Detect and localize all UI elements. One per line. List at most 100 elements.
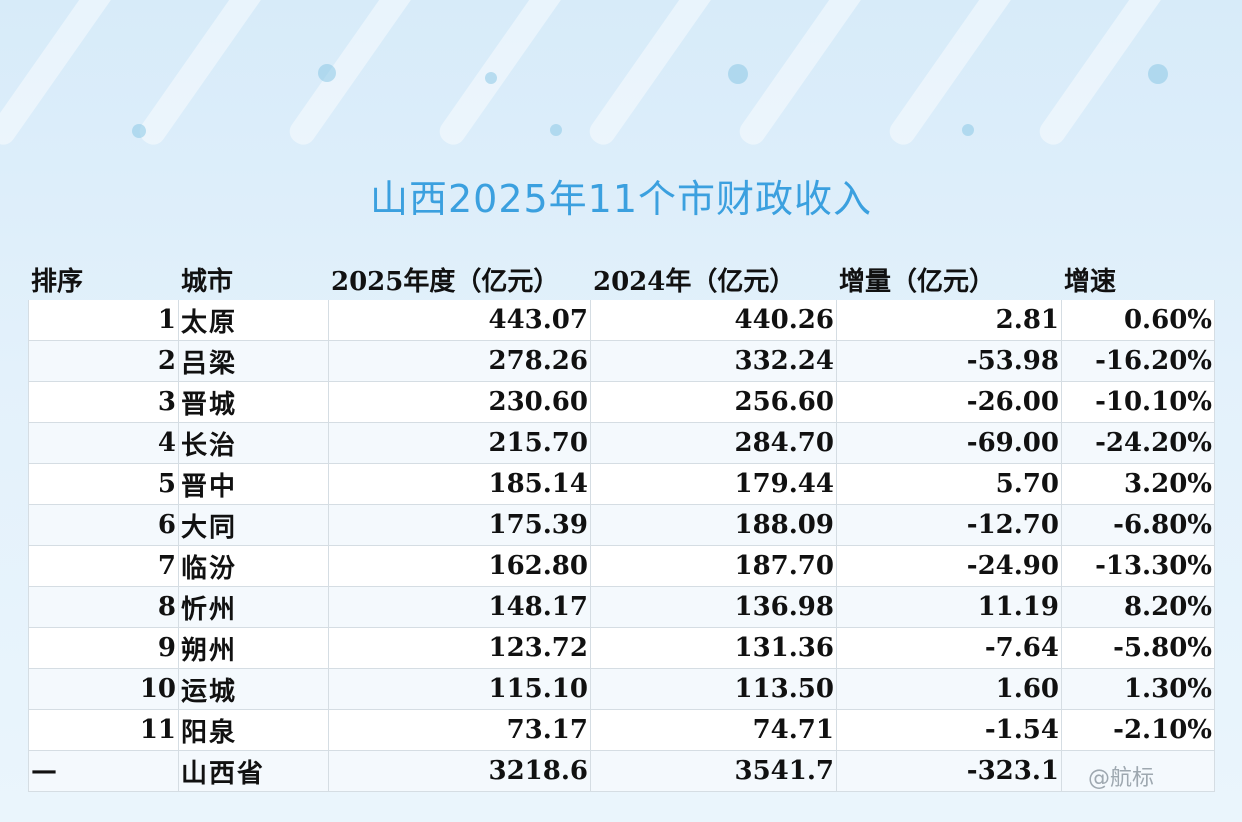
value-2025-cell: 443.07 <box>328 299 591 341</box>
value-2025-cell: 3218.6 <box>328 750 591 792</box>
delta-cell: 5.70 <box>836 463 1062 505</box>
growth-cell: 8.20% <box>1061 586 1215 628</box>
rank-cell: 6 <box>28 504 179 546</box>
growth-cell: -5.80% <box>1061 627 1215 669</box>
watermark: @航标 <box>1088 766 1155 791</box>
rank-cell: 5 <box>28 463 179 505</box>
value-2025-cell: 215.70 <box>328 422 591 464</box>
city-cell: 运城 <box>178 668 329 710</box>
background-dot <box>132 124 146 138</box>
rank-cell: 9 <box>28 627 179 669</box>
value-2025-cell: 175.39 <box>328 504 591 546</box>
value-2025-cell: 278.26 <box>328 340 591 382</box>
revenue-table: 排序 城市 2025年度（亿元） 2024年（亿元） 增量（亿元） 增速 1 太原… <box>28 258 1215 792</box>
table-total-row: — 山西省 3218.6 3541.7 -323.1 <box>28 750 1215 792</box>
value-2024-cell: 187.70 <box>590 545 837 587</box>
background-dot <box>962 124 974 136</box>
table-row: 1 太原 443.07 440.26 2.81 0.60% <box>28 299 1215 341</box>
background-dot <box>728 64 748 84</box>
value-2024-cell: 256.60 <box>590 381 837 423</box>
table-row: 4 长治 215.70 284.70 -69.00 -24.20% <box>28 422 1215 464</box>
city-cell: 忻州 <box>178 586 329 628</box>
background-stripe <box>0 0 122 150</box>
value-2025-cell: 148.17 <box>328 586 591 628</box>
delta-cell: -69.00 <box>836 422 1062 464</box>
rank-cell: 2 <box>28 340 179 382</box>
header-2024: 2024年（亿元） <box>593 266 796 297</box>
delta-cell: -53.98 <box>836 340 1062 382</box>
background-dot <box>485 72 497 84</box>
table-row: 11 阳泉 73.17 74.71 -1.54 -2.10% <box>28 709 1215 751</box>
delta-cell: -12.70 <box>836 504 1062 546</box>
growth-cell: -13.30% <box>1061 545 1215 587</box>
delta-cell: 11.19 <box>836 586 1062 628</box>
growth-cell: -10.10% <box>1061 381 1215 423</box>
growth-cell: -6.80% <box>1061 504 1215 546</box>
header-rank: 排序 <box>31 266 84 297</box>
delta-cell: 1.60 <box>836 668 1062 710</box>
rank-cell: 1 <box>28 299 179 341</box>
header-delta: 增量（亿元） <box>839 266 996 297</box>
growth-cell: 0.60% <box>1061 299 1215 341</box>
value-2025-cell: 115.10 <box>328 668 591 710</box>
rank-cell: 4 <box>28 422 179 464</box>
background-stripe <box>584 0 722 150</box>
value-2024-cell: 74.71 <box>590 709 837 751</box>
delta-cell: -24.90 <box>836 545 1062 587</box>
header-growth: 增速 <box>1064 266 1117 297</box>
city-cell: 朔州 <box>178 627 329 669</box>
growth-cell <box>1061 750 1215 792</box>
delta-cell: 2.81 <box>836 299 1062 341</box>
city-cell: 太原 <box>178 299 329 341</box>
table-row: 8 忻州 148.17 136.98 11.19 8.20% <box>28 586 1215 628</box>
header-2025: 2025年度（亿元） <box>331 266 560 297</box>
growth-cell: -24.20% <box>1061 422 1215 464</box>
city-cell: 临汾 <box>178 545 329 587</box>
value-2024-cell: 332.24 <box>590 340 837 382</box>
value-2024-cell: 136.98 <box>590 586 837 628</box>
city-cell: 长治 <box>178 422 329 464</box>
city-cell: 晋中 <box>178 463 329 505</box>
city-cell: 晋城 <box>178 381 329 423</box>
rank-cell: 3 <box>28 381 179 423</box>
value-2025-cell: 162.80 <box>328 545 591 587</box>
table-row: 3 晋城 230.60 256.60 -26.00 -10.10% <box>28 381 1215 423</box>
value-2025-cell: 73.17 <box>328 709 591 751</box>
value-2024-cell: 179.44 <box>590 463 837 505</box>
table-row: 7 临汾 162.80 187.70 -24.90 -13.30% <box>28 545 1215 587</box>
value-2024-cell: 440.26 <box>590 299 837 341</box>
delta-cell: -1.54 <box>836 709 1062 751</box>
city-cell: 吕梁 <box>178 340 329 382</box>
city-cell: 山西省 <box>178 750 329 792</box>
value-2024-cell: 284.70 <box>590 422 837 464</box>
rank-cell: 11 <box>28 709 179 751</box>
value-2024-cell: 3541.7 <box>590 750 837 792</box>
header-city: 城市 <box>181 266 234 297</box>
background-dot <box>1148 64 1168 84</box>
city-cell: 阳泉 <box>178 709 329 751</box>
growth-cell: 1.30% <box>1061 668 1215 710</box>
value-2025-cell: 185.14 <box>328 463 591 505</box>
growth-cell: 3.20% <box>1061 463 1215 505</box>
chart-title: 山西2025年11个市财政收入 <box>369 177 873 221</box>
value-2024-cell: 113.50 <box>590 668 837 710</box>
rank-cell: 10 <box>28 668 179 710</box>
growth-cell: -16.20% <box>1061 340 1215 382</box>
table-header-row: 排序 城市 2025年度（亿元） 2024年（亿元） 增量（亿元） 增速 <box>29 259 1215 300</box>
table-row: 10 运城 115.10 113.50 1.60 1.30% <box>28 668 1215 710</box>
delta-cell: -7.64 <box>836 627 1062 669</box>
background-dot <box>550 124 562 136</box>
delta-cell: -323.1 <box>836 750 1062 792</box>
table-row: 5 晋中 185.14 179.44 5.70 3.20% <box>28 463 1215 505</box>
background-stripe <box>734 0 872 150</box>
value-2025-cell: 123.72 <box>328 627 591 669</box>
background-stripe <box>884 0 1022 150</box>
value-2024-cell: 131.36 <box>590 627 837 669</box>
value-2025-cell: 230.60 <box>328 381 591 423</box>
background-dot <box>318 64 336 82</box>
rank-cell: 7 <box>28 545 179 587</box>
growth-cell: -2.10% <box>1061 709 1215 751</box>
table-row: 9 朔州 123.72 131.36 -7.64 -5.80% <box>28 627 1215 669</box>
value-2024-cell: 188.09 <box>590 504 837 546</box>
